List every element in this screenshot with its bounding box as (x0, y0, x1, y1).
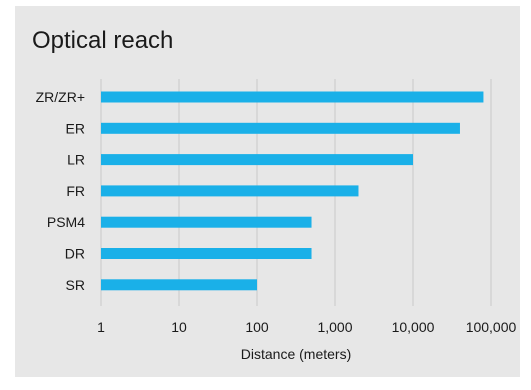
category-label: DR (65, 246, 85, 262)
chart-title: Optical reach (32, 27, 174, 54)
category-label: SR (66, 277, 85, 293)
bars (101, 91, 484, 291)
bar-psm4 (101, 216, 312, 228)
x-tick-label: 10 (171, 319, 187, 335)
x-tick-label: 1 (97, 319, 105, 335)
x-tick-label: 100,000 (466, 319, 517, 335)
chart-plot: ZR/ZR+ ER LR FR PSM4 DR SR 1 10 100 1,000 10,000 10… (36, 79, 517, 362)
x-tick-label: 1,000 (317, 319, 352, 335)
bar-sr (101, 279, 257, 291)
category-label: PSM4 (47, 214, 85, 230)
x-axis-label: Distance (meters) (241, 346, 351, 362)
bar-dr (101, 248, 312, 259)
x-tick-label: 100 (245, 319, 269, 335)
category-label: FR (66, 183, 85, 199)
chart-panel: Optical reach ZR/ZR+ ER LR FR PSM4 DR SR 1 10 10… (15, 6, 520, 377)
bar-er (101, 122, 460, 134)
category-label: ZR/ZR+ (36, 89, 85, 105)
bar-lr (101, 154, 413, 166)
category-label: ER (66, 120, 85, 136)
bar-fr (101, 185, 359, 197)
x-tick-label: 10,000 (392, 319, 435, 335)
category-labels: ZR/ZR+ ER LR FR PSM4 DR SR (36, 89, 86, 293)
category-label: LR (67, 152, 85, 168)
x-tick-labels: 1 10 100 1,000 10,000 100,000 (97, 319, 516, 335)
bar-zr-zr (101, 91, 484, 103)
